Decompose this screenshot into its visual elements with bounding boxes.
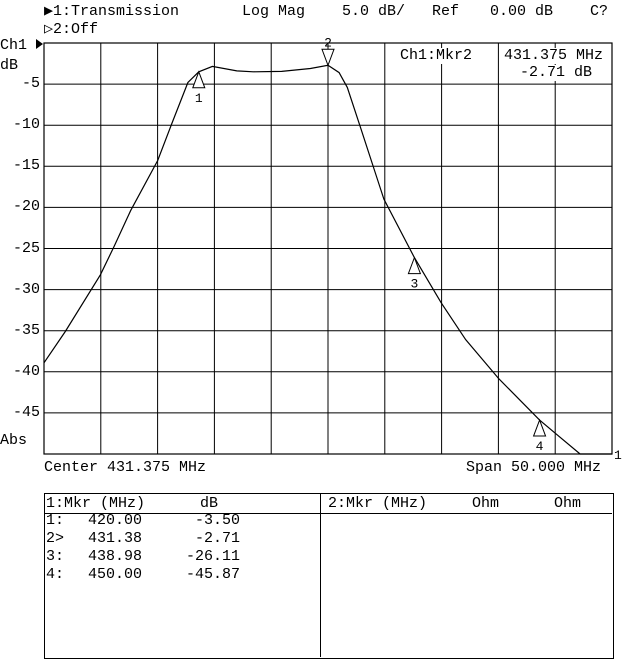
- right-header-unit1: Ohm: [472, 495, 500, 512]
- channel2-label[interactable]: ▷2:Off: [44, 21, 99, 38]
- abs-label: Abs: [0, 432, 28, 449]
- y-tick-label: -5: [21, 75, 40, 93]
- y-tick-label: -35: [12, 321, 40, 339]
- marker-1-label: 1: [195, 91, 203, 106]
- status-label: C?: [590, 3, 609, 20]
- unit-label: dB: [0, 57, 19, 74]
- ref-label: Ref: [432, 3, 460, 20]
- marker-id: 1:: [46, 512, 65, 529]
- active-marker-frequency: 431.375 MHz: [504, 47, 604, 64]
- y-tick-label: -40: [12, 362, 40, 380]
- marker-value: -45.87: [185, 566, 240, 583]
- ref-marker-label: 1: [614, 448, 622, 463]
- marker-id: 3:: [46, 548, 65, 565]
- marker-4-icon[interactable]: [532, 418, 547, 437]
- table-column-divider: [320, 493, 321, 657]
- marker-1-icon[interactable]: [192, 70, 206, 89]
- center-frequency: Center 431.375 MHz: [44, 459, 207, 476]
- marker-frequency: 420.00: [88, 512, 143, 529]
- marker-frequency: 431.38: [88, 530, 143, 547]
- table-header-divider: [44, 513, 612, 514]
- active-marker-value: -2.71 dB: [520, 64, 593, 81]
- marker-frequency: 450.00: [88, 566, 143, 583]
- marker-3-icon[interactable]: [407, 256, 422, 275]
- scale-label: 5.0 dB/: [342, 3, 406, 20]
- ref-pointer-icon: [36, 39, 43, 49]
- marker-frequency: 438.98: [88, 548, 143, 565]
- marker-value: -3.50: [194, 512, 240, 529]
- marker-id: 2>: [46, 530, 65, 547]
- channel1-label[interactable]: ▶1:Transmission: [44, 3, 180, 20]
- left-header-unit: dB: [200, 495, 219, 512]
- channel-axis-label: Ch1: [0, 37, 28, 54]
- y-tick-label: -45: [12, 403, 40, 421]
- y-tick-label: -10: [12, 116, 40, 134]
- format-label: Log Mag: [242, 3, 306, 20]
- active-marker-label: Ch1:Mkr2: [400, 47, 473, 64]
- right-header-marker: 2:Mkr (MHz): [328, 495, 428, 512]
- y-tick-label: -15: [12, 157, 40, 175]
- marker-2-icon[interactable]: [321, 48, 335, 67]
- marker-4-label: 4: [536, 439, 544, 454]
- marker-value: -2.71: [194, 530, 240, 547]
- marker-3-label: 3: [410, 277, 418, 292]
- ref-value: 0.00 dB: [490, 3, 554, 20]
- trace-line: [43, 64, 612, 455]
- span-frequency: Span 50.000 MHz: [466, 459, 602, 476]
- marker-value: -26.11: [185, 548, 240, 565]
- right-header-unit2: Ohm: [554, 495, 582, 512]
- left-header-marker: 1:Mkr (MHz): [46, 495, 146, 512]
- y-tick-label: -25: [12, 239, 40, 257]
- marker-2-label: 2: [324, 35, 332, 50]
- marker-id: 4:: [46, 566, 65, 583]
- y-tick-label: -20: [12, 198, 40, 216]
- y-tick-label: -30: [12, 280, 40, 298]
